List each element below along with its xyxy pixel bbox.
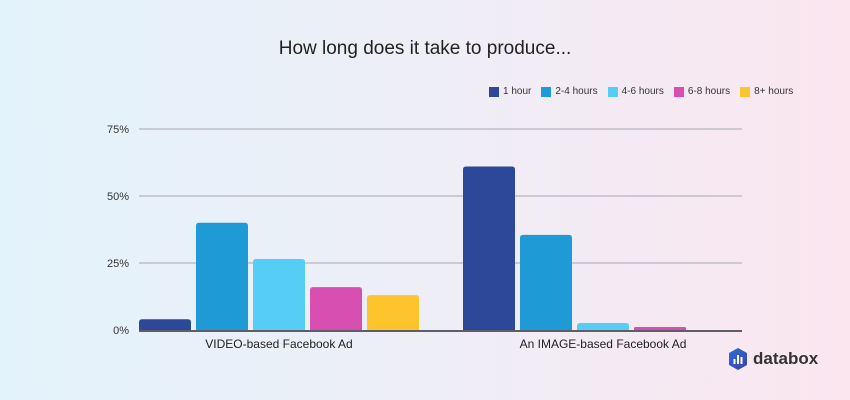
legend-label: 8+ hours <box>754 86 794 97</box>
y-tick-label: 25% <box>107 258 129 270</box>
legend-label: 1 hour <box>503 86 532 97</box>
x-category-label: An IMAGE-based Facebook Ad <box>520 337 687 351</box>
legend-swatch <box>673 86 684 97</box>
legend-item[interactable]: 8+ hours <box>740 86 793 97</box>
legend-swatch <box>740 86 751 97</box>
legend-item[interactable]: 6-8 hours <box>673 86 731 97</box>
bar-6-8-hours <box>310 287 362 330</box>
chart-title: How long does it take to produce... <box>278 38 572 59</box>
y-tick-label: 0% <box>113 325 129 337</box>
legend-swatch <box>541 86 552 97</box>
databox-logo-icon <box>729 348 747 370</box>
databox-logo: databox <box>728 348 818 370</box>
legend-label: 6-8 hours <box>687 86 731 97</box>
bar-1-hour <box>139 319 191 330</box>
legend-item[interactable]: 2-4 hours <box>541 86 598 97</box>
x-category-label: VIDEO-based Facebook Ad <box>205 337 352 351</box>
y-tick-label: 75% <box>107 124 129 136</box>
legend-item[interactable]: 1 hour <box>489 86 531 97</box>
legend-label: 2-4 hours <box>555 86 598 97</box>
bar-4-6-hours <box>577 323 629 330</box>
bar-2-4-hours <box>196 222 248 330</box>
legend-item[interactable]: 4-6 hours <box>607 86 664 97</box>
y-tick-label: 50% <box>107 191 129 203</box>
bar-8-hours <box>367 295 419 330</box>
bar-4-6-hours <box>253 258 305 330</box>
legend-label: 4-6 hours <box>621 86 664 97</box>
legend: 1 hour 2-4 hours 4-6 hours 6-8 hours 8+ hour… <box>489 86 793 97</box>
bar-1-hour <box>463 166 515 330</box>
legend-swatch <box>489 86 499 97</box>
bar-2-4-hours <box>520 234 572 330</box>
bar-6-8-hours <box>634 327 686 330</box>
legend-swatch <box>607 86 618 97</box>
brand-name: databox <box>753 349 819 368</box>
